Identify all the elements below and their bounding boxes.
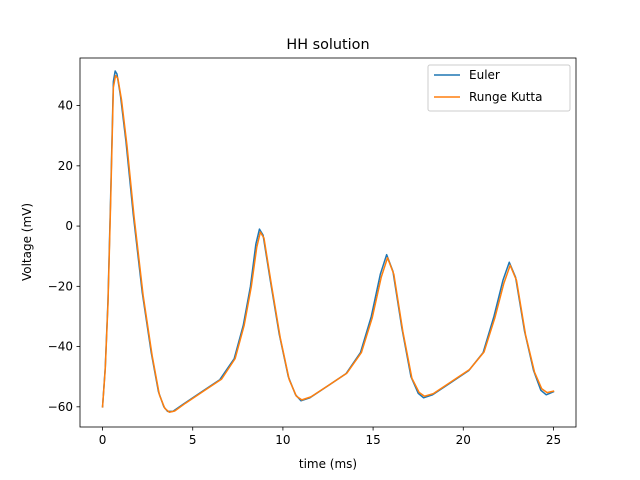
x-tick-label: 10 <box>275 433 290 447</box>
y-tick-label: −40 <box>48 340 73 354</box>
y-tick-label: −20 <box>48 279 73 293</box>
y-tick-label: −60 <box>48 400 73 414</box>
legend-box <box>427 64 571 112</box>
axes-frame <box>79 57 577 428</box>
legend: Euler Runge Kutta <box>427 64 571 112</box>
x-tick-label: 25 <box>546 433 561 447</box>
y-tick-label: 0 <box>65 219 73 233</box>
x-tick-label: 15 <box>365 433 380 447</box>
plot-area: 0 5 10 15 20 25 −60 −40 −20 0 20 40 <box>48 57 577 447</box>
chart-title: HH solution <box>286 37 369 53</box>
y-tick-label: 40 <box>58 99 73 113</box>
y-axis-label: Voltage (mV) <box>20 203 34 281</box>
x-tick-label: 20 <box>456 433 471 447</box>
legend-label: Euler <box>469 68 500 82</box>
series-line-runge-kutta <box>101 74 555 413</box>
x-axis-label: time (ms) <box>299 457 357 471</box>
x-tick-label: 0 <box>99 433 107 447</box>
x-tick-label: 5 <box>189 433 197 447</box>
legend-label: Runge Kutta <box>469 90 542 104</box>
y-tick-label: 20 <box>58 159 73 173</box>
